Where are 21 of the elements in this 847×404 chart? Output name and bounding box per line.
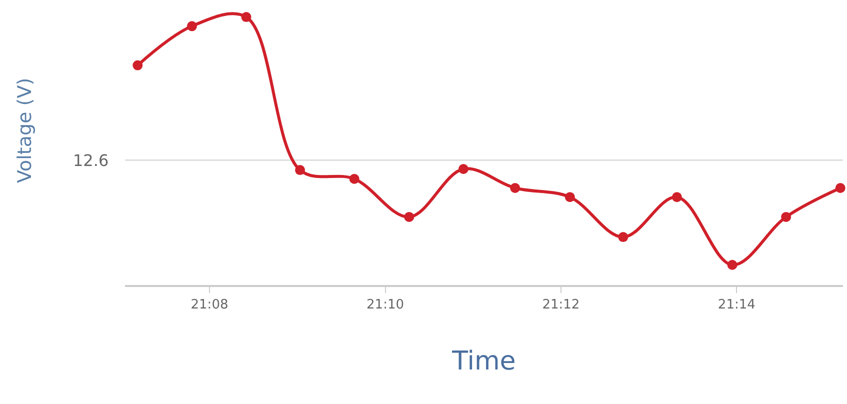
point	[727, 260, 738, 270]
point	[672, 192, 682, 202]
point	[404, 212, 414, 222]
point	[564, 192, 575, 202]
point	[835, 183, 846, 193]
point	[132, 60, 143, 70]
point	[241, 12, 252, 22]
point	[349, 174, 360, 184]
x-axis-title: Time	[451, 346, 516, 377]
point	[295, 165, 306, 176]
y-axis-title: Voltage (V)	[14, 78, 36, 183]
text: 12.6	[73, 151, 109, 170]
point	[781, 212, 792, 222]
x-tick-label: 21:08	[190, 297, 228, 312]
x-tick-label: 21:12	[542, 297, 580, 312]
point	[510, 183, 520, 193]
x-tick-label: 21:10	[366, 297, 404, 312]
point	[186, 21, 197, 32]
point	[618, 232, 628, 242]
point	[458, 164, 468, 174]
x-tick-label: 21:14	[718, 297, 756, 312]
